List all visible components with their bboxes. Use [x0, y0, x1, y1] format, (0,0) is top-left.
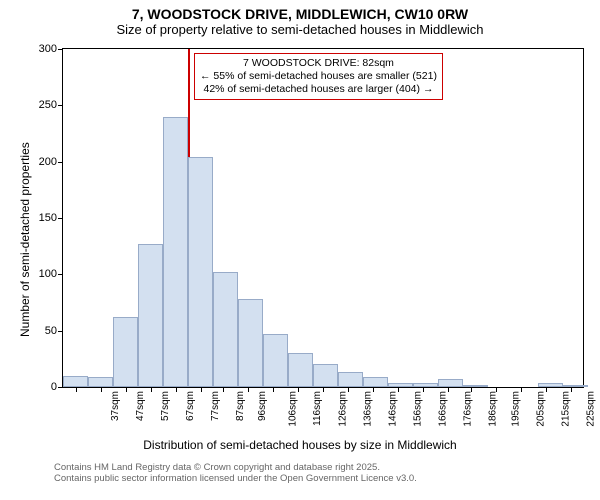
histogram-bar [438, 379, 463, 387]
x-tick-label: 67sqm [185, 391, 196, 421]
x-tick-label: 195sqm [510, 391, 521, 427]
histogram-bar [388, 383, 413, 388]
x-tick-label: 37sqm [110, 391, 121, 421]
x-tick-label: 106sqm [288, 391, 299, 427]
x-tick-mark [298, 387, 299, 392]
x-tick-mark [126, 387, 127, 392]
chart-container: 7, WOODSTOCK DRIVE, MIDDLEWICH, CW10 0RW… [0, 0, 600, 500]
y-tick-label: 50 [45, 325, 57, 337]
histogram-bar [413, 383, 438, 388]
x-tick-label: 96sqm [257, 391, 268, 421]
x-tick-label: 116sqm [312, 391, 323, 426]
y-tick-label: 0 [51, 381, 57, 393]
y-tick-label: 250 [39, 99, 57, 111]
x-tick-mark [348, 387, 349, 392]
attribution: Contains HM Land Registry data © Crown c… [54, 462, 417, 485]
x-tick-mark [521, 387, 522, 392]
y-tick-mark [58, 387, 63, 388]
histogram-bar [88, 377, 113, 387]
chart-title-sub: Size of property relative to semi-detach… [0, 22, 600, 41]
histogram-bar [113, 317, 138, 387]
histogram-bar [313, 364, 338, 387]
x-tick-mark [398, 387, 399, 392]
y-tick-mark [58, 162, 63, 163]
x-tick-mark [546, 387, 547, 392]
y-tick-label: 200 [39, 156, 57, 168]
y-tick-label: 150 [39, 212, 57, 224]
x-tick-mark [323, 387, 324, 392]
x-tick-label: 176sqm [463, 391, 474, 427]
x-tick-mark [448, 387, 449, 392]
y-tick-mark [58, 49, 63, 50]
x-tick-mark [471, 387, 472, 392]
attribution-line1: Contains HM Land Registry data © Crown c… [54, 462, 417, 473]
x-tick-mark [248, 387, 249, 392]
x-tick-label: 205sqm [535, 391, 546, 427]
attribution-line2: Contains public sector information licen… [54, 473, 417, 484]
y-tick-mark [58, 331, 63, 332]
x-tick-mark [76, 387, 77, 392]
histogram-bar [238, 299, 263, 387]
y-tick-label: 300 [39, 43, 57, 55]
x-tick-mark [496, 387, 497, 392]
x-tick-label: 186sqm [488, 391, 499, 427]
chart-title-main: 7, WOODSTOCK DRIVE, MIDDLEWICH, CW10 0RW [0, 0, 600, 22]
x-tick-label: 47sqm [135, 391, 146, 421]
y-tick-mark [58, 274, 63, 275]
x-tick-mark [273, 387, 274, 392]
x-tick-label: 77sqm [210, 391, 221, 421]
histogram-bar [538, 383, 563, 388]
x-tick-mark [571, 387, 572, 392]
y-tick-mark [58, 105, 63, 106]
plot-area: 7 WOODSTOCK DRIVE: 82sqm ← 55% of semi-d… [62, 48, 584, 388]
y-tick-mark [58, 218, 63, 219]
histogram-bar [63, 376, 88, 387]
histogram-bar [463, 385, 488, 387]
histogram-bar [213, 272, 238, 387]
histogram-bar [338, 372, 363, 387]
x-tick-label: 215sqm [560, 391, 571, 427]
callout-box: 7 WOODSTOCK DRIVE: 82sqm ← 55% of semi-d… [194, 53, 443, 100]
x-tick-mark [151, 387, 152, 392]
histogram-bar [188, 157, 213, 387]
x-tick-label: 156sqm [413, 391, 424, 427]
histogram-bar [288, 353, 313, 387]
callout-line3: 42% of semi-detached houses are larger (… [200, 83, 437, 96]
x-tick-mark [223, 387, 224, 392]
x-tick-mark [201, 387, 202, 392]
y-tick-label: 100 [39, 268, 57, 280]
x-tick-label: 166sqm [438, 391, 449, 427]
x-tick-mark [101, 387, 102, 392]
x-tick-label: 87sqm [235, 391, 246, 421]
histogram-bar [363, 377, 388, 387]
x-axis-title: Distribution of semi-detached houses by … [0, 438, 600, 452]
x-tick-mark [373, 387, 374, 392]
y-axis-title: Number of semi-detached properties [18, 142, 32, 337]
x-tick-label: 136sqm [363, 391, 374, 427]
histogram-bar [263, 334, 288, 387]
x-tick-label: 225sqm [585, 391, 596, 427]
x-tick-mark [423, 387, 424, 392]
callout-line2: ← 55% of semi-detached houses are smalle… [200, 70, 437, 83]
x-tick-label: 126sqm [338, 391, 349, 427]
x-tick-mark [176, 387, 177, 392]
callout-line1: 7 WOODSTOCK DRIVE: 82sqm [200, 57, 437, 70]
histogram-bar [163, 117, 188, 387]
histogram-bar [563, 385, 588, 387]
x-tick-label: 57sqm [160, 391, 171, 421]
histogram-bar [138, 244, 163, 387]
x-tick-label: 146sqm [388, 391, 399, 427]
